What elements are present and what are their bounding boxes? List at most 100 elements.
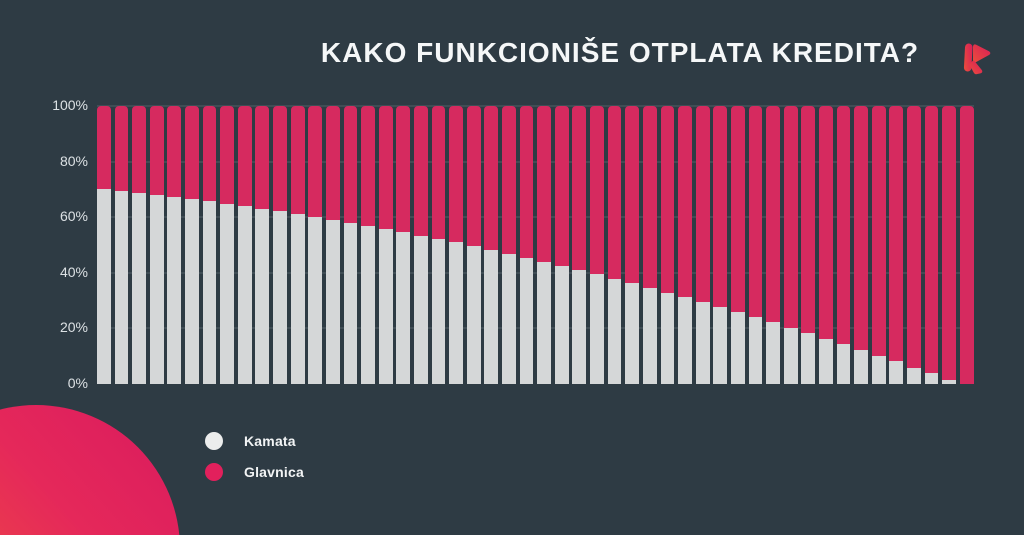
bar-period-46 <box>889 106 904 384</box>
bar-segment-glavnica <box>871 106 886 356</box>
bar-segment-glavnica <box>766 106 780 323</box>
legend-label: Kamata <box>244 433 296 449</box>
bar-segment-kamata <box>590 274 604 384</box>
bar-segment-kamata <box>273 211 287 384</box>
bar-period-31 <box>625 106 640 384</box>
bar-period-10 <box>255 106 270 384</box>
bar-segment-kamata <box>185 199 199 384</box>
bar-segment-glavnica <box>167 106 182 198</box>
bar-period-35 <box>695 106 710 384</box>
bar-segment-glavnica <box>431 106 446 240</box>
gridline-40 <box>97 271 974 274</box>
bar-period-50 <box>959 106 974 384</box>
bar-segment-glavnica <box>202 106 217 202</box>
bar-segment-kamata <box>678 297 692 384</box>
bar-segment-glavnica <box>942 106 957 380</box>
stacked-bar-chart <box>97 105 974 384</box>
bar-period-48 <box>924 106 939 384</box>
legend-label: Glavnica <box>244 464 304 480</box>
bar-segment-kamata <box>97 188 111 384</box>
bar-period-2 <box>114 106 129 384</box>
bar-period-32 <box>642 106 657 384</box>
bar-segment-kamata <box>220 203 235 384</box>
bar-segment-glavnica <box>396 106 411 233</box>
bar-segment-kamata <box>361 225 375 384</box>
bar-period-34 <box>678 106 692 384</box>
bar-segment-kamata <box>572 270 587 384</box>
y-axis-tick-label: 0% <box>67 375 88 391</box>
bar-segment-kamata <box>766 322 780 384</box>
bar-segment-kamata <box>378 228 393 384</box>
bar-segment-kamata <box>149 194 164 384</box>
bar-period-30 <box>607 106 622 384</box>
bar-segment-glavnica <box>959 106 974 384</box>
bar-segment-glavnica <box>519 106 534 258</box>
bar-segment-kamata <box>502 253 516 384</box>
bar-segment-kamata <box>818 338 833 384</box>
bar-period-23 <box>484 106 499 384</box>
bar-segment-kamata <box>114 191 129 384</box>
bar-segment-glavnica <box>185 106 199 200</box>
bar-segment-glavnica <box>325 106 340 220</box>
bar-period-41 <box>801 106 816 384</box>
bar-segment-glavnica <box>361 106 375 226</box>
decorative-gradient-circle <box>0 405 180 535</box>
bar-segment-kamata <box>237 206 252 384</box>
y-axis-tick-label: 80% <box>59 152 88 169</box>
bar-period-5 <box>167 106 182 384</box>
bar-segment-kamata <box>871 355 886 384</box>
bar-segment-kamata <box>607 278 622 384</box>
bars-container <box>97 106 974 384</box>
bar-period-16 <box>361 106 375 384</box>
bar-segment-glavnica <box>132 106 147 193</box>
bar-segment-kamata <box>783 327 798 384</box>
bar-segment-glavnica <box>308 106 323 217</box>
bar-segment-kamata <box>325 219 340 384</box>
bar-segment-glavnica <box>818 106 833 339</box>
bar-period-11 <box>273 106 287 384</box>
bar-segment-glavnica <box>854 106 869 350</box>
bar-period-18 <box>396 106 411 384</box>
bar-segment-kamata <box>836 344 851 384</box>
bar-period-37 <box>730 106 745 384</box>
bar-period-44 <box>854 106 869 384</box>
bar-segment-kamata <box>642 287 657 384</box>
bar-segment-glavnica <box>255 106 270 209</box>
bar-segment-kamata <box>854 349 869 384</box>
gridline-80 <box>97 160 974 163</box>
bar-segment-kamata <box>308 216 323 384</box>
bar-segment-kamata <box>519 257 534 384</box>
bar-segment-kamata <box>801 333 816 384</box>
bar-period-6 <box>185 106 199 384</box>
bar-segment-kamata <box>695 301 710 384</box>
bar-segment-kamata <box>413 235 428 384</box>
gridline-20 <box>97 327 974 330</box>
bar-segment-glavnica <box>554 106 569 266</box>
bar-period-24 <box>502 106 516 384</box>
bar-segment-glavnica <box>466 106 481 247</box>
bar-period-15 <box>343 106 358 384</box>
chart-legend: Kamata Glavnica <box>205 432 304 481</box>
bar-segment-glavnica <box>660 106 675 293</box>
bar-segment-glavnica <box>924 106 939 374</box>
brand-logo-icon <box>963 43 991 75</box>
bar-period-28 <box>572 106 587 384</box>
bar-segment-glavnica <box>114 106 129 192</box>
bar-period-45 <box>871 106 886 384</box>
glavnica-swatch-icon <box>205 463 223 481</box>
bar-segment-kamata <box>730 311 745 384</box>
bar-period-43 <box>836 106 851 384</box>
bar-period-36 <box>713 106 728 384</box>
bar-segment-kamata <box>255 208 270 384</box>
bar-segment-glavnica <box>642 106 657 288</box>
bar-period-29 <box>590 106 604 384</box>
gridline-100 <box>97 105 974 107</box>
bar-segment-glavnica <box>678 106 692 298</box>
bar-segment-kamata <box>343 222 358 384</box>
bar-segment-glavnica <box>730 106 745 312</box>
bar-segment-glavnica <box>625 106 640 284</box>
bar-period-39 <box>766 106 780 384</box>
bar-segment-glavnica <box>502 106 516 254</box>
bar-segment-glavnica <box>413 106 428 236</box>
